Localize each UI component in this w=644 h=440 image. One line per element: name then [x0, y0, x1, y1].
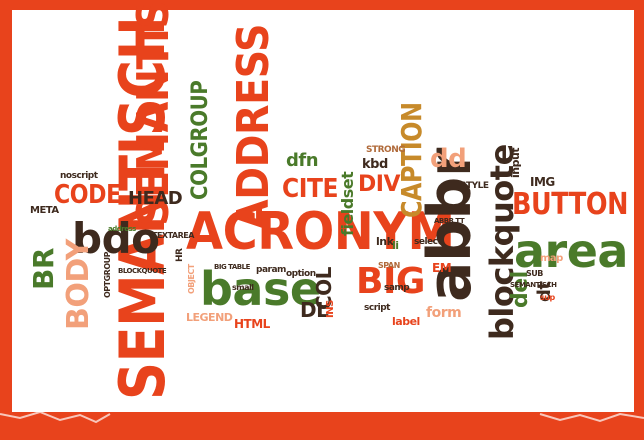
word-map: map	[540, 253, 563, 264]
word-html: HTML	[234, 317, 270, 331]
word-form: form	[426, 305, 462, 321]
word-cite: CITE	[282, 174, 339, 204]
word-bdo: bdo	[72, 214, 160, 263]
word-meta: META	[30, 205, 59, 216]
word-noscript: noscript	[60, 171, 98, 181]
word-optgroup: OPTGROUP	[103, 251, 112, 298]
word-address-small: address	[108, 225, 136, 233]
word-hr: HR	[175, 248, 185, 262]
word-abbr-tt: ABBR TT	[434, 217, 465, 225]
word-dfn: dfn	[286, 150, 319, 171]
word-semantisch-small: SEMANTISCH	[510, 281, 557, 289]
word-acronym: ACRONYM	[186, 202, 455, 262]
word-param: param	[256, 265, 286, 275]
word-table: BIG TABLE	[214, 263, 250, 271]
word-cloud-panel	[12, 10, 634, 412]
word-label: label	[392, 315, 420, 328]
word-div: DIV	[358, 172, 400, 197]
word-textarea: TEXTAREA	[152, 231, 194, 240]
word-caption: CAPTION	[395, 102, 428, 218]
word-address: ADDRESS	[228, 23, 279, 230]
word-dl: DL	[300, 298, 329, 322]
word-span: SPAN	[378, 261, 400, 270]
torn-edge-decoration	[0, 412, 644, 440]
word-script: script	[364, 303, 390, 313]
word-style: STYLE	[460, 181, 489, 191]
word-input: input	[509, 147, 522, 178]
word-option: option	[286, 269, 316, 279]
word-ins: INS	[325, 300, 336, 318]
word-small: small	[232, 283, 254, 292]
word-sup: sup	[540, 293, 555, 302]
word-colgroup: COLGROUP	[188, 80, 213, 200]
word-select: select	[414, 237, 442, 247]
word-code: CODE	[54, 180, 121, 210]
word-base: base	[200, 262, 321, 316]
word-lnk: lnk	[376, 235, 394, 248]
word-img: IMG	[530, 175, 555, 189]
word-body: BODY	[61, 239, 96, 330]
word-fieldset: fieldset	[338, 171, 357, 236]
word-sub: SUB	[526, 269, 543, 278]
word-kbd: kbd	[362, 157, 388, 172]
word-area: area	[514, 224, 628, 278]
word-li: li	[392, 239, 399, 252]
word-samp: samp	[384, 283, 410, 293]
word-br: BR	[27, 248, 60, 290]
word-blockquote-small: BLOCKQUOTE	[118, 267, 167, 275]
word-head: HEAD	[128, 188, 183, 209]
word-dd: dd	[430, 144, 467, 174]
word-legend: LEGEND	[186, 311, 233, 324]
word-object: OBJECT	[187, 264, 196, 294]
word-button: BUTTON	[512, 187, 628, 222]
word-big: BIG	[356, 261, 425, 302]
word-em: EM	[432, 261, 452, 275]
word-pre: pre	[438, 205, 454, 215]
word-strong: STRONG	[366, 145, 406, 155]
